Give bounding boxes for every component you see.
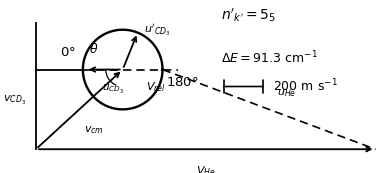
- Text: $\theta$: $\theta$: [89, 42, 99, 56]
- Text: $u'_{CD_3}$: $u'_{CD_3}$: [144, 23, 171, 39]
- Text: $n'_{k'} = 5_5$: $n'_{k'} = 5_5$: [221, 7, 276, 24]
- Text: $200\ \mathrm{m\ s}^{-1}$: $200\ \mathrm{m\ s}^{-1}$: [273, 78, 338, 95]
- Text: $V_{He}$: $V_{He}$: [196, 165, 216, 173]
- Text: $v_{cm}$: $v_{cm}$: [84, 125, 104, 136]
- Text: $\Delta E = 91.3\ \mathrm{cm}^{-1}$: $\Delta E = 91.3\ \mathrm{cm}^{-1}$: [221, 49, 318, 66]
- Text: $v_{CD_3}$: $v_{CD_3}$: [3, 94, 26, 107]
- Text: $u_{He}$: $u_{He}$: [278, 87, 297, 99]
- Text: $u_{CD_3}$: $u_{CD_3}$: [102, 83, 124, 96]
- Text: $0°$: $0°$: [60, 46, 76, 59]
- Text: $180°$: $180°$: [166, 76, 199, 89]
- Text: $V_{rel}$: $V_{rel}$: [146, 80, 166, 94]
